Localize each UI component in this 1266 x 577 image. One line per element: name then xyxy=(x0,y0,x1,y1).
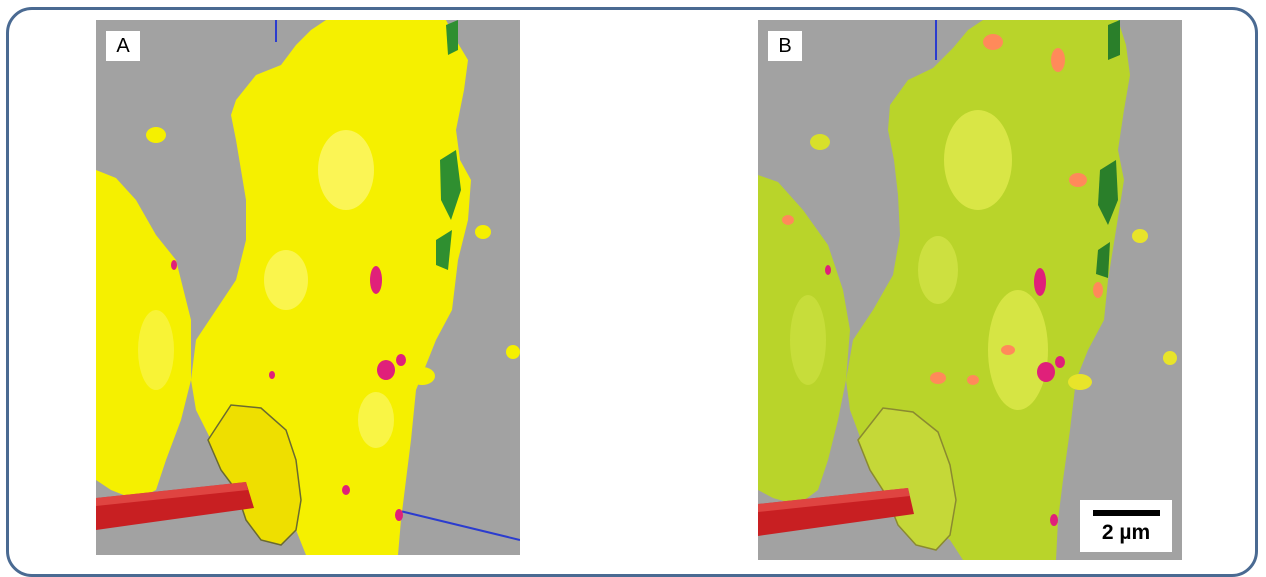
panel-b-image: B 2 µm xyxy=(758,20,1182,560)
scale-bar: 2 µm xyxy=(1080,500,1172,552)
panel-a-image: A xyxy=(96,20,520,555)
scale-bar-label: 2 µm xyxy=(1101,521,1151,544)
panel-a-render xyxy=(96,20,520,555)
panel-b-render xyxy=(758,20,1182,560)
panel-b-label: B xyxy=(768,31,802,61)
panel-a-label: A xyxy=(106,31,140,61)
scale-bar-line xyxy=(1093,510,1160,516)
